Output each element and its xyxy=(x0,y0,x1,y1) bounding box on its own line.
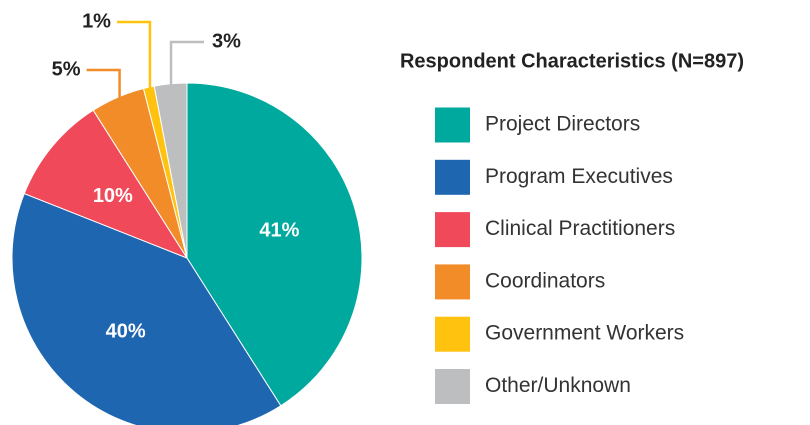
leader-line xyxy=(116,20,152,93)
pie-slice xyxy=(11,192,282,425)
leader-line xyxy=(169,40,205,90)
legend-label: Project Directors xyxy=(485,113,640,136)
slice-label: 1% xyxy=(82,10,111,32)
legend-label: Government Workers xyxy=(485,322,684,345)
legend-swatch xyxy=(435,107,470,143)
legend-swatch xyxy=(435,316,470,352)
legend-swatch xyxy=(435,264,470,300)
slice-label: 5% xyxy=(52,58,81,80)
pie-slice xyxy=(23,109,189,260)
slice-label: 41% xyxy=(259,219,299,241)
legend-swatch xyxy=(435,369,470,404)
legend-label: Other/Unknown xyxy=(485,374,631,397)
legend-swatch xyxy=(435,159,470,195)
slice-label: 40% xyxy=(106,320,146,342)
pie-slice xyxy=(186,82,363,407)
chart-title: Respondent Characteristics (N=897) xyxy=(400,50,744,72)
leader-line xyxy=(86,68,121,103)
legend-label: Coordinators xyxy=(485,269,605,292)
slice-label: 10% xyxy=(93,185,133,207)
legend-swatch xyxy=(435,212,470,248)
legend-label: Program Executives xyxy=(485,165,673,188)
slice-label: 3% xyxy=(212,30,241,52)
legend-label: Clinical Practitioners xyxy=(485,217,675,240)
